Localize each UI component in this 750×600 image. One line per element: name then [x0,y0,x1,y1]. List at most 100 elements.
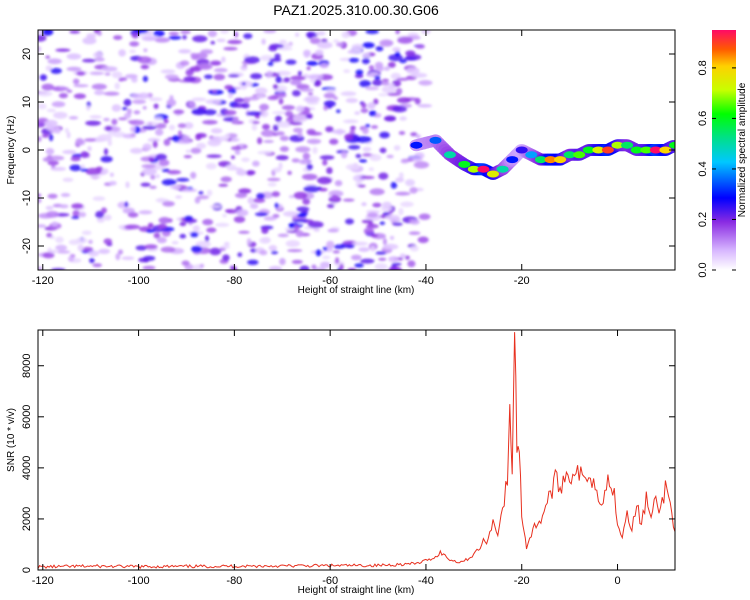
noise-patch [148,157,154,162]
noise-patch [297,70,302,76]
noise-patch [273,167,282,173]
noise-patch [275,155,289,161]
noise-patch [259,103,269,111]
noise-patch [77,244,84,252]
noise-patch [319,155,335,160]
noise-patch [223,241,230,246]
noise-patch [418,80,433,86]
noise-patch [155,153,167,161]
noise-patch [275,131,285,136]
noise-patch [227,74,240,78]
x-tick-label: -80 [226,575,242,587]
noise-patch [326,89,336,93]
noise-patch [66,131,71,139]
noise-patch [158,159,170,167]
noise-patch [397,97,411,104]
noise-patch [388,266,402,270]
noise-patch [156,236,167,244]
noise-patch [175,139,192,144]
noise-patch [41,83,55,91]
noise-patch [306,60,319,66]
noise-patch [342,198,355,202]
noise-patch [392,105,407,113]
noise-patch [103,91,120,96]
noise-patch [354,263,364,268]
noise-patch [240,65,248,71]
noise-patch [395,191,411,196]
noise-patch [417,236,429,244]
noise-patch [340,91,357,96]
noise-patch [382,238,387,246]
x-tick-label: -60 [322,275,338,287]
y-tick-label: -10 [21,190,33,206]
noise-patch [284,43,293,47]
noise-patch [408,231,421,235]
noise-patch [129,41,140,47]
noise-patch [397,36,413,44]
noise-patch [124,201,129,208]
noise-patch [295,32,300,37]
noise-patch [360,258,375,264]
noise-patch [344,119,357,123]
noise-patch [246,170,256,176]
noise-patch [38,90,53,97]
noise-patch [320,63,329,69]
noise-patch [232,116,239,123]
noise-patch [133,30,149,34]
noise-patch [292,114,308,123]
noise-patch [268,245,278,251]
x-tick-label: -40 [418,575,434,587]
noise-patch [97,31,102,36]
noise-patch [390,72,401,80]
noise-patch [70,156,81,162]
noise-patch [206,227,217,233]
noise-patch [245,81,253,87]
noise-patch [350,254,362,261]
noise-patch [238,188,252,194]
noise-patch [114,82,120,90]
noise-patch [293,225,300,231]
y-tick-label: 2000 [21,507,33,531]
noise-patch [38,193,42,197]
y-tick-label: 6000 [21,405,33,429]
noise-patch [89,257,95,264]
noise-patch [88,239,93,244]
ridge-point [410,141,423,149]
noise-patch [267,182,277,187]
noise-patch [72,210,80,218]
snr-series-line [38,332,675,570]
noise-patch [101,207,107,214]
noise-patch [155,128,164,136]
noise-patch [107,131,116,136]
noise-patch [293,127,303,133]
noise-patch [75,237,88,244]
noise-patch [198,191,204,195]
noise-patch [368,167,375,171]
noise-patch [204,235,210,243]
noise-patch [183,76,196,82]
ridge-point [525,151,538,159]
noise-patch [288,121,303,126]
noise-patch [228,93,233,99]
noise-patch [373,98,379,105]
noise-patch [400,159,409,164]
noise-patch [176,177,190,182]
noise-patch [365,124,371,128]
noise-patch [92,263,102,268]
ridge-point [496,165,509,173]
noise-patch [396,77,409,81]
noise-patch [390,181,398,189]
noise-patch [181,260,190,266]
noise-patch [113,35,123,40]
noise-patch [234,31,239,38]
colorbar-tick-label: 0.6 [697,111,709,126]
noise-patch [411,72,428,78]
noise-patch [415,44,425,49]
noise-patch [179,60,190,66]
noise-patch [84,138,96,142]
noise-patch [334,180,343,187]
noise-patch [306,31,314,39]
noise-patch [333,39,340,43]
noise-patch [348,57,360,63]
noise-patch [89,175,102,179]
